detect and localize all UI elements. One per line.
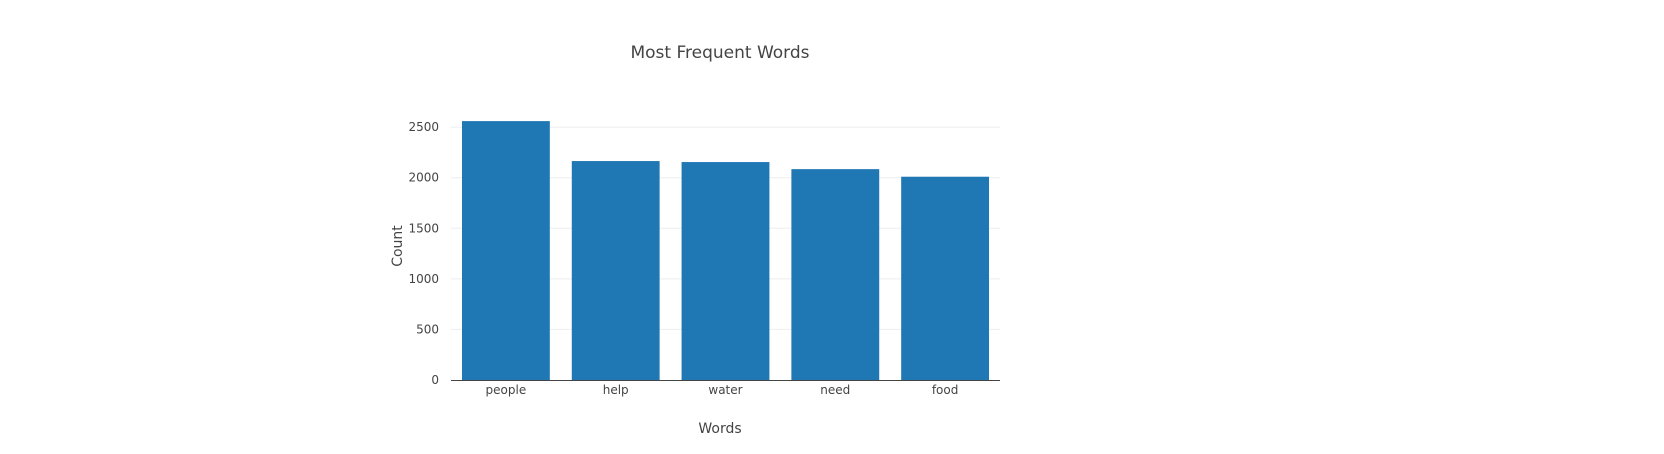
x-tick-label: need [820,383,850,397]
y-tick-label: 1500 [408,221,439,235]
bar-water[interactable] [681,162,770,380]
y-tick-labels: 0 500 1000 1500 2000 2500 [408,120,439,387]
y-tick-label: 1000 [408,272,439,286]
bar-help[interactable] [571,161,660,380]
bar-food[interactable] [901,176,990,380]
x-tick-labels: people help water need food [486,383,959,397]
y-axis-title: Count [390,225,406,267]
y-tick-label: 500 [416,322,439,336]
y-tick-label: 2000 [408,171,439,185]
x-tick-label: water [708,383,742,397]
y-tick-label: 0 [431,373,439,387]
x-axis-title: Words [698,421,741,437]
x-tick-label: food [932,383,959,397]
y-tick-label: 2500 [408,120,439,134]
bar-need[interactable] [791,169,880,380]
bar-layer [461,121,990,381]
chart-title: Most Frequent Words [630,43,809,63]
x-tick-label: people [486,383,527,397]
x-tick-label: help [603,383,629,397]
bar-people[interactable] [461,121,550,381]
